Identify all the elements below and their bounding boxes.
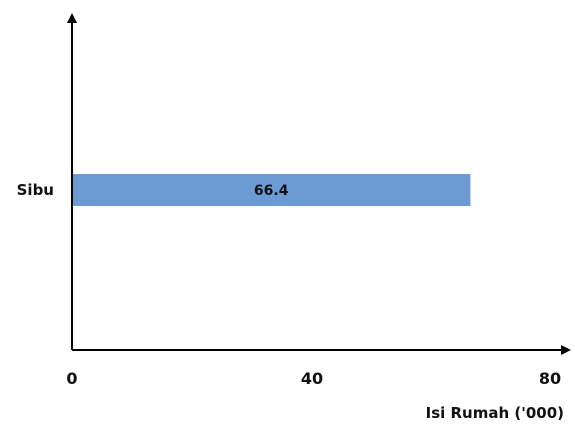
x-tick-label: 0: [66, 369, 77, 388]
x-tick-labels: 0 40 80: [66, 369, 561, 388]
x-axis-title: Isi Rumah ('000): [426, 404, 564, 422]
bar-value-label: 66.4: [254, 183, 289, 199]
category-labels: Sibu: [17, 181, 54, 199]
x-tick-label: 40: [301, 369, 323, 388]
x-tick-label: 80: [539, 369, 561, 388]
bar-sibu: [72, 174, 471, 206]
bars-group: 66.4: [72, 174, 471, 206]
category-label: Sibu: [17, 181, 54, 199]
